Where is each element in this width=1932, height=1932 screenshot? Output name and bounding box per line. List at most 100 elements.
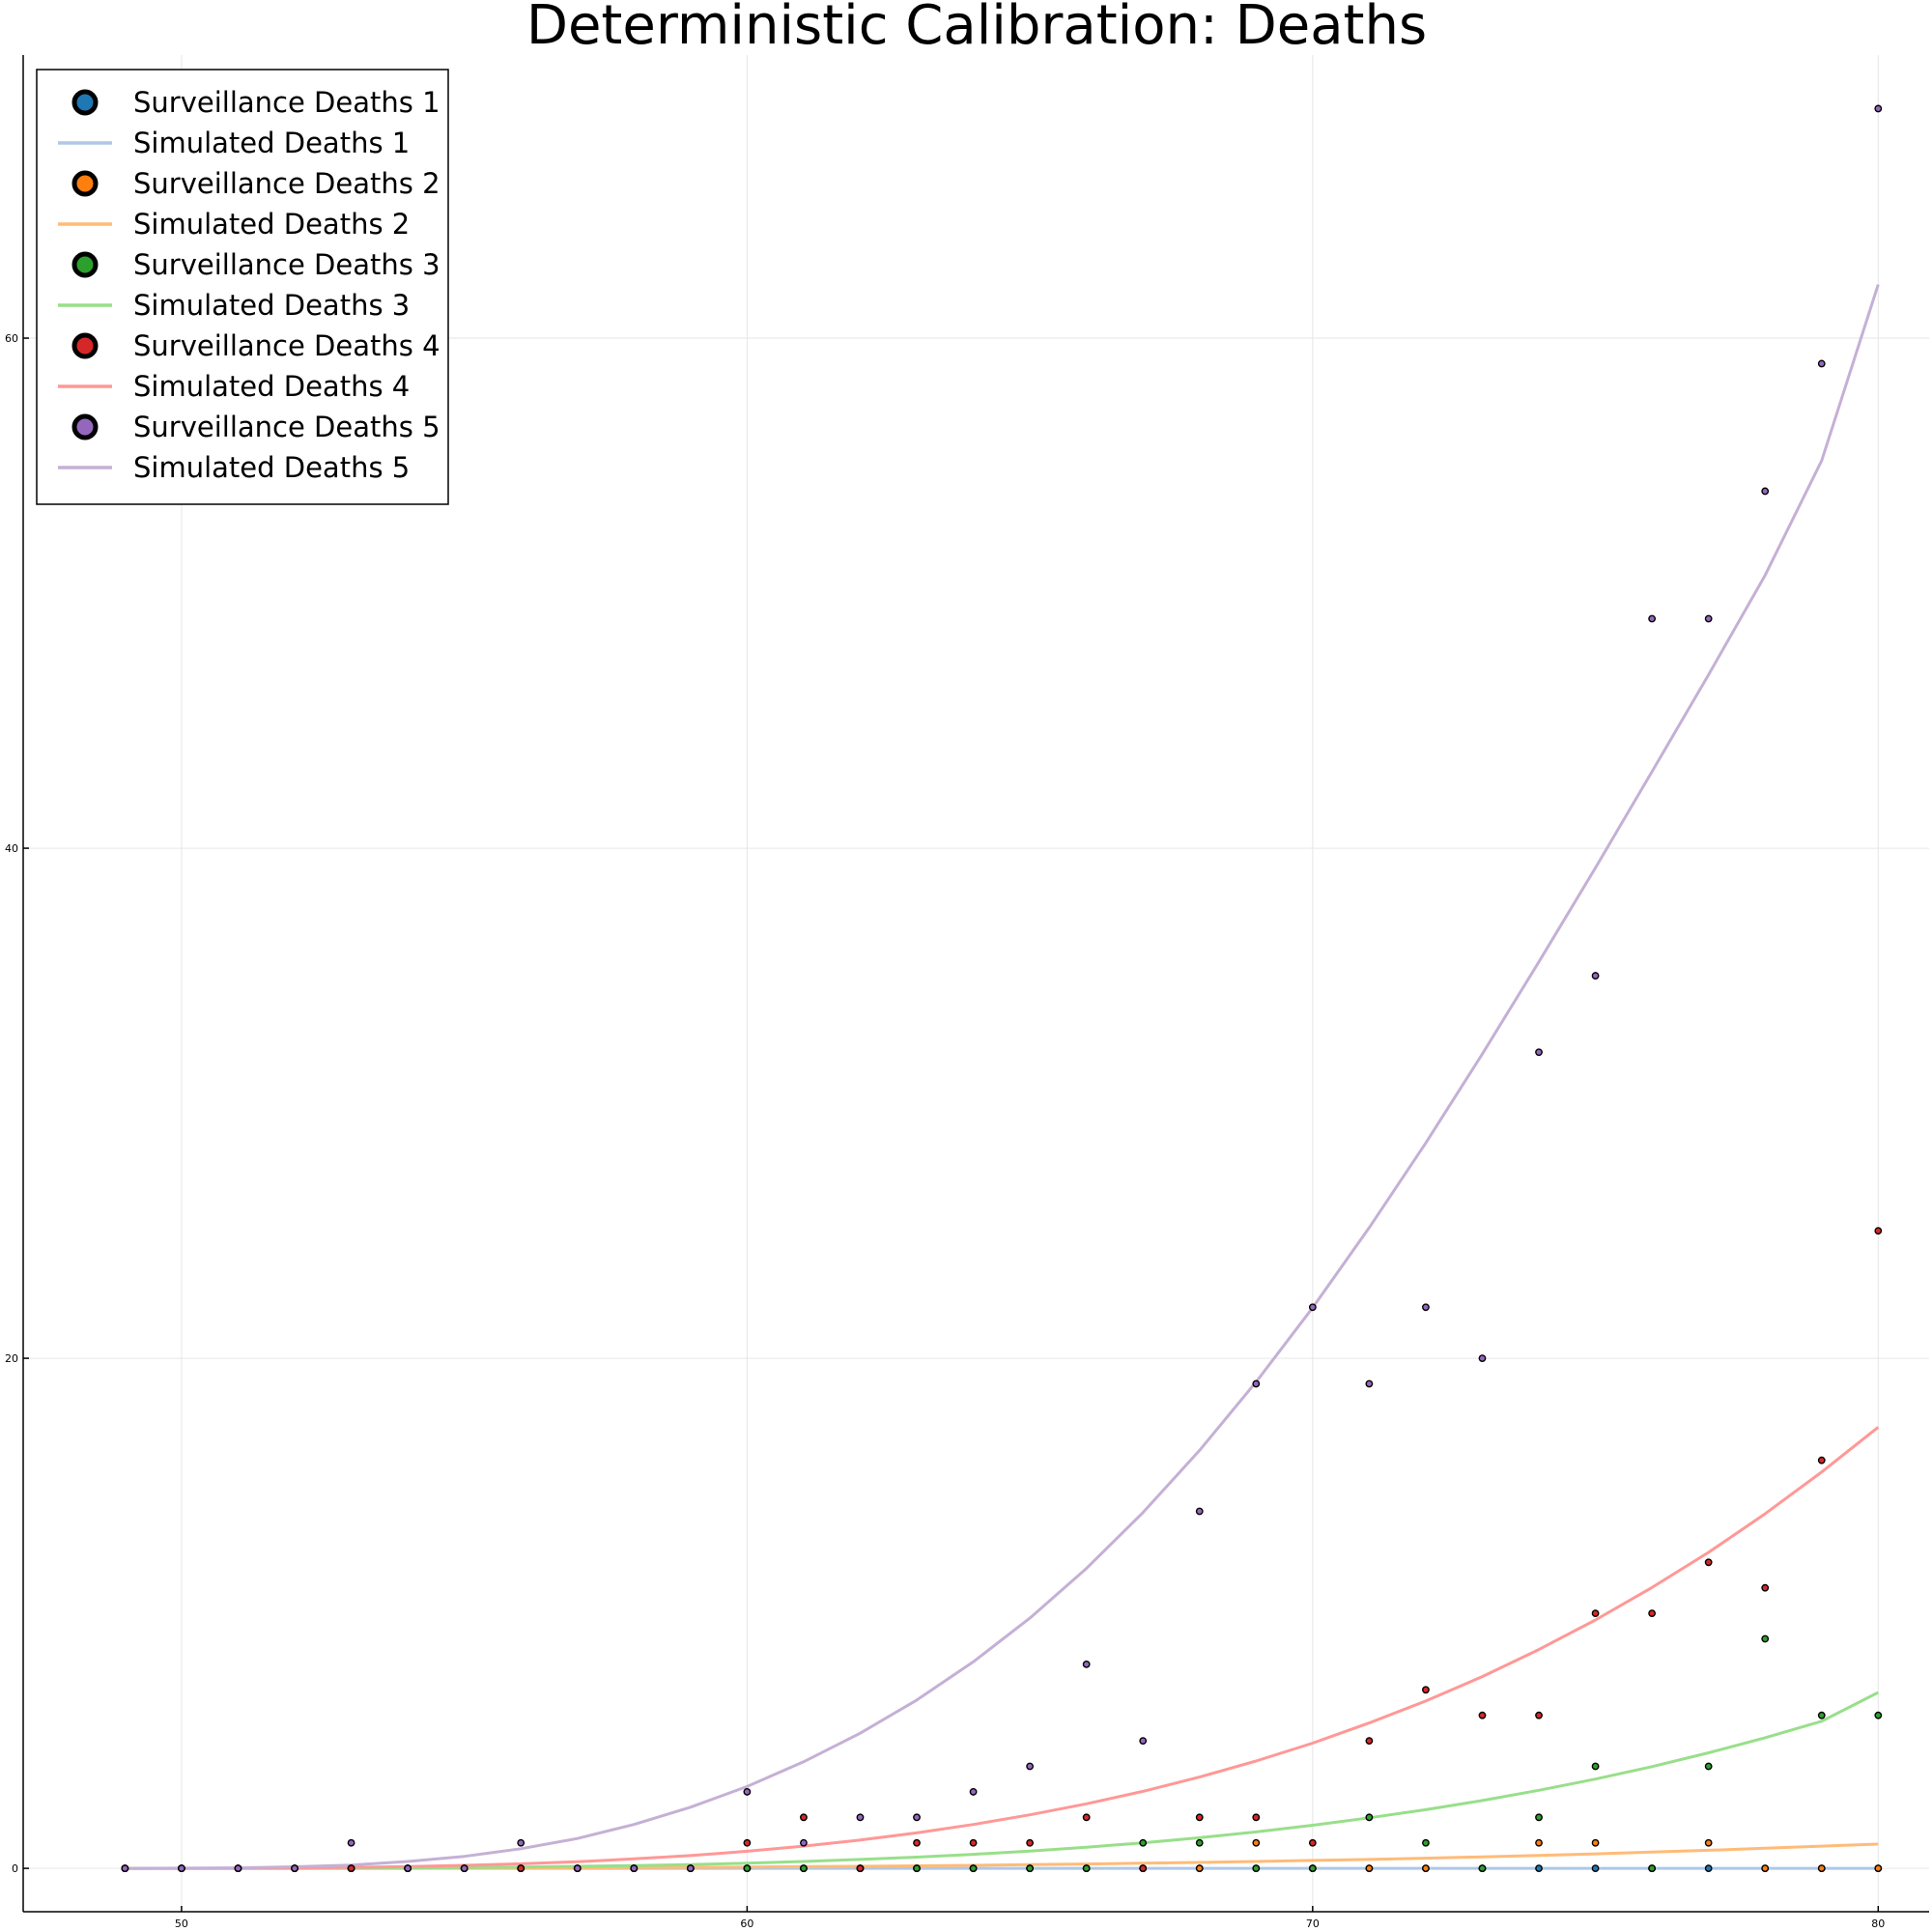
surveillance-deaths-5-point [1704, 614, 1713, 623]
surveillance-deaths-2-legend-marker [71, 170, 99, 197]
surveillance-deaths-2-point [1591, 1838, 1600, 1847]
surveillance-deaths-3-point [1422, 1838, 1430, 1847]
surveillance-deaths-5-point [347, 1838, 355, 1847]
simulated-deaths-5-legend-label: Simulated Deaths 5 [133, 451, 410, 484]
surveillance-deaths-2-point [1365, 1864, 1374, 1873]
surveillance-deaths-3-point [1365, 1813, 1374, 1822]
surveillance-deaths-2-point [1535, 1838, 1543, 1847]
surveillance-deaths-5-point [178, 1864, 185, 1873]
surveillance-deaths-2-point [1704, 1838, 1713, 1847]
x-tick-label: 70 [1306, 1918, 1320, 1930]
surveillance-deaths-2-legend-label: Surveillance Deaths 2 [133, 167, 440, 200]
surveillance-deaths-4-point [1761, 1583, 1770, 1592]
surveillance-deaths-4-point [1591, 1609, 1600, 1618]
surveillance-deaths-5-point [1817, 359, 1826, 368]
surveillance-deaths-4-legend-label: Surveillance Deaths 4 [133, 329, 440, 362]
surveillance-deaths-5-point [1308, 1303, 1317, 1312]
surveillance-deaths-5-legend-label: Surveillance Deaths 5 [133, 411, 440, 443]
simulated-deaths-5-line [125, 284, 1880, 1870]
surveillance-deaths-5-legend-marker [71, 413, 99, 440]
surveillance-deaths-5-point [460, 1864, 469, 1873]
surveillance-deaths-5-point [1082, 1661, 1091, 1668]
surveillance-deaths-5-point [1591, 972, 1600, 980]
surveillance-deaths-2-point [1195, 1864, 1204, 1873]
x-tick-label: 60 [740, 1918, 753, 1930]
surveillance-deaths-2-point [1252, 1838, 1261, 1847]
y-tick-label: 40 [5, 842, 18, 855]
surveillance-deaths-5-point [573, 1864, 582, 1873]
surveillance-deaths-3-point [1195, 1838, 1204, 1847]
surveillance-deaths-4-point [1195, 1813, 1204, 1822]
legend: Surveillance Deaths 1 Simulated Deaths 1 S… [36, 69, 449, 505]
surveillance-deaths-5-point [913, 1813, 921, 1822]
surveillance-deaths-3-point [1535, 1813, 1543, 1822]
surveillance-deaths-4-point [1252, 1813, 1261, 1822]
surveillance-deaths-3-point [1139, 1838, 1148, 1847]
surveillance-deaths-4-point [1478, 1711, 1487, 1719]
surveillance-deaths-5-point [630, 1864, 639, 1873]
surveillance-deaths-4-point [517, 1864, 526, 1873]
surveillance-deaths-4-point [913, 1838, 921, 1847]
surveillance-deaths-5-point [686, 1864, 695, 1873]
surveillance-deaths-4-point [1648, 1609, 1657, 1618]
chart-title: Deterministic Calibration: Deaths [526, 0, 1427, 57]
simulated-deaths-4-legend-label: Simulated Deaths 4 [133, 370, 410, 403]
simulated-deaths-4-line [125, 1426, 1880, 1870]
surveillance-deaths-3-point [743, 1864, 752, 1873]
surveillance-deaths-4-point [743, 1838, 752, 1847]
surveillance-deaths-4-point [1026, 1838, 1035, 1847]
surveillance-deaths-3-point [1478, 1864, 1487, 1873]
surveillance-deaths-5-point [743, 1788, 752, 1796]
surveillance-deaths-3-point [1874, 1711, 1883, 1719]
series-lines [125, 284, 1880, 1870]
surveillance-deaths-4-legend-marker [71, 332, 99, 359]
surveillance-deaths-5-point [1139, 1737, 1148, 1746]
y-tick-label: 60 [5, 332, 18, 345]
surveillance-deaths-5-point [404, 1864, 412, 1873]
axes [22, 55, 1929, 1913]
surveillance-deaths-5-point [1761, 487, 1770, 496]
surveillance-deaths-4-point [347, 1864, 355, 1873]
surveillance-deaths-4-point [1535, 1711, 1543, 1719]
surveillance-deaths-5-point [517, 1838, 526, 1847]
surveillance-deaths-5-point [1252, 1379, 1261, 1388]
series-points [121, 104, 1883, 1873]
tick-labels: 50 60 70 80 0 20 40 60 [5, 332, 1885, 1930]
surveillance-deaths-3-point [969, 1864, 978, 1873]
surveillance-deaths-4-point [1874, 1227, 1883, 1235]
simulated-deaths-3-legend-label: Simulated Deaths 3 [133, 289, 410, 322]
surveillance-deaths-1-point [1704, 1864, 1713, 1873]
surveillance-deaths-5-point [1648, 614, 1657, 623]
surveillance-deaths-3-point [1761, 1634, 1770, 1643]
surveillance-deaths-5-point [1422, 1303, 1430, 1312]
surveillance-deaths-2-point [1761, 1864, 1770, 1873]
surveillance-deaths-5-point [1478, 1354, 1487, 1362]
surveillance-deaths-5-point [1365, 1379, 1374, 1388]
surveillance-deaths-4-point [1422, 1686, 1430, 1694]
surveillance-deaths-3-point [1591, 1762, 1600, 1771]
surveillance-deaths-2-point [1874, 1864, 1883, 1873]
surveillance-deaths-1-point [1535, 1864, 1543, 1873]
surveillance-deaths-3-point [1817, 1711, 1826, 1719]
surveillance-deaths-5-point [234, 1864, 242, 1873]
surveillance-deaths-5-point [856, 1813, 865, 1822]
surveillance-deaths-5-point [969, 1788, 978, 1796]
surveillance-deaths-3-point [1026, 1864, 1035, 1873]
surveillance-deaths-3-point [1308, 1864, 1317, 1873]
surveillance-deaths-3-point [1648, 1864, 1657, 1873]
surveillance-deaths-5-point [800, 1838, 808, 1847]
surveillance-deaths-1-point [1591, 1864, 1600, 1873]
surveillance-deaths-3-legend-label: Surveillance Deaths 3 [133, 248, 440, 281]
surveillance-deaths-2-point [1422, 1864, 1430, 1873]
surveillance-deaths-5-point [1535, 1048, 1543, 1057]
y-tick-label: 0 [12, 1862, 18, 1875]
surveillance-deaths-5-point [121, 1864, 129, 1873]
surveillance-deaths-4-point [1082, 1813, 1091, 1822]
y-tick-label: 20 [5, 1352, 18, 1365]
surveillance-deaths-4-point [1817, 1456, 1826, 1464]
surveillance-deaths-4-point [1365, 1737, 1374, 1746]
surveillance-deaths-4-point [1704, 1558, 1713, 1567]
surveillance-deaths-3-point [913, 1864, 921, 1873]
surveillance-deaths-3-point [1252, 1864, 1261, 1873]
